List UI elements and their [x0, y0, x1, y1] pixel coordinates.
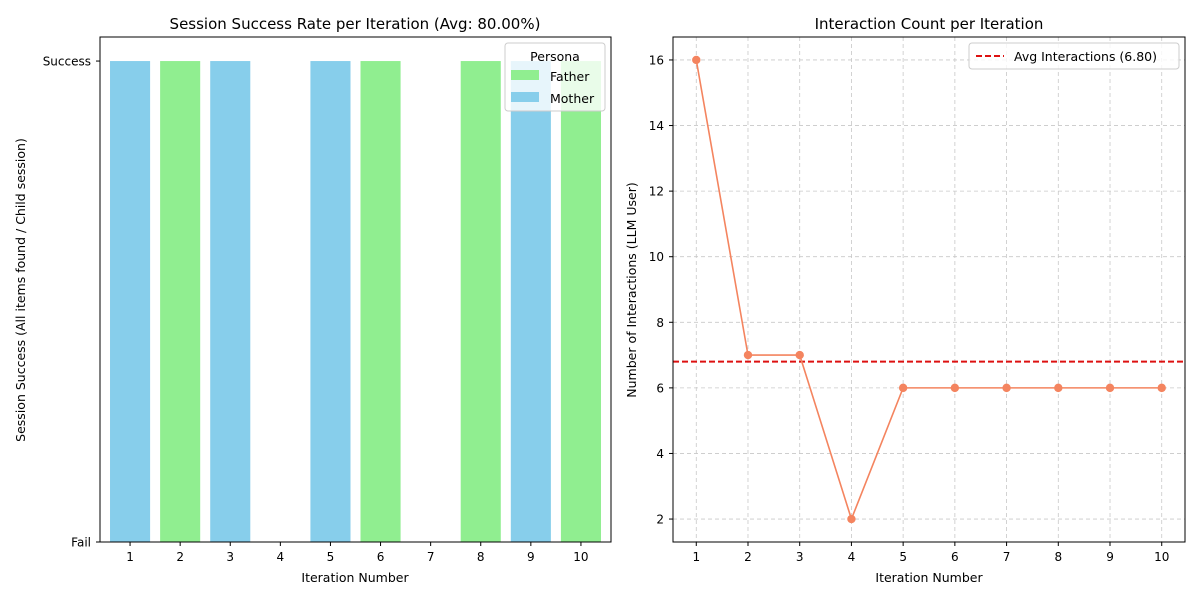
y-tick-label: 12 [649, 185, 664, 199]
x-tick-label: 3 [226, 550, 234, 564]
legend-swatch-father [511, 70, 539, 80]
interaction-y-axis-label: Number of Interactions (LLM User) [624, 182, 639, 397]
data-point-iteration-10 [1157, 383, 1166, 393]
x-tick-label: 8 [477, 550, 485, 564]
data-point-iteration-5 [898, 383, 908, 393]
x-tick-label: 6 [377, 550, 385, 564]
interaction-grid [673, 37, 1185, 542]
data-point-iteration-3 [795, 350, 804, 360]
data-point-iteration-4 [847, 514, 856, 524]
x-tick-label: 7 [1003, 550, 1011, 564]
x-tick-label: 10 [573, 550, 588, 564]
x-tick-label: 3 [796, 550, 804, 564]
bar-iteration-10 [560, 61, 601, 543]
x-tick-label: 8 [1054, 550, 1062, 564]
x-tick-label: 2 [176, 550, 184, 564]
data-point-iteration-8 [1054, 383, 1063, 393]
bar-iteration-3 [210, 61, 251, 543]
legend-label-mother: Mother [550, 91, 595, 106]
persona-legend-title: Persona [530, 49, 580, 64]
y-tick-label-success: Success [43, 55, 91, 69]
x-tick-label: 4 [848, 550, 856, 564]
data-point-iteration-7 [1002, 383, 1011, 393]
x-tick-label: 1 [126, 550, 134, 564]
interaction-legend: Avg Interactions (6.80) [968, 42, 1180, 70]
legend-avg-label: Avg Interactions (6.80) [1014, 49, 1157, 64]
bars-group [110, 61, 601, 543]
x-tick-label: 1 [692, 550, 700, 564]
data-point-iteration-6 [950, 383, 960, 393]
x-tick-label: 9 [1106, 550, 1114, 564]
interaction-chart-title: Interaction Count per Iteration [815, 15, 1044, 33]
bar-iteration-5 [310, 61, 351, 543]
success-y-axis-label: Session Success (All items found / Child… [13, 138, 28, 442]
x-tick-label: 4 [277, 550, 285, 564]
interaction-x-axis-label: Iteration Number [875, 570, 983, 585]
interaction-y-ticks: 2 4 6 8 10 12 14 16 [649, 53, 673, 527]
bar-iteration-9 [510, 61, 551, 543]
y-tick-label: 6 [656, 381, 664, 395]
x-tick-label: 9 [527, 550, 535, 564]
success-chart: Session Success Rate per Iteration (Avg:… [13, 15, 612, 585]
bar-iteration-2 [160, 61, 201, 543]
interaction-plot-frame [672, 36, 1186, 543]
success-y-ticks: Fail Success [43, 55, 100, 550]
data-point-iteration-2 [743, 350, 753, 360]
bar-iteration-6 [360, 61, 401, 543]
interaction-series [673, 55, 1185, 524]
interaction-legend-box [968, 42, 1180, 70]
interactions-line [695, 59, 1162, 522]
y-tick-label: 2 [656, 513, 664, 527]
x-tick-label: 2 [744, 550, 752, 564]
bar-iteration-8 [460, 61, 501, 543]
y-tick-label-fail: Fail [71, 536, 91, 550]
x-tick-label: 5 [327, 550, 335, 564]
data-point-iteration-9 [1105, 383, 1115, 393]
y-tick-label: 10 [649, 250, 664, 264]
legend-label-father: Father [550, 69, 590, 84]
success-x-ticks: 1 2 3 4 5 6 7 8 9 10 [126, 542, 589, 564]
legend-swatch-mother [511, 92, 539, 102]
success-x-axis-label: Iteration Number [301, 570, 409, 585]
y-tick-label: 4 [656, 447, 664, 461]
x-tick-label: 7 [427, 550, 435, 564]
bar-iteration-1 [110, 61, 151, 543]
x-tick-label: 6 [951, 550, 959, 564]
success-plot-frame [99, 36, 612, 543]
data-point-iteration-1 [692, 55, 701, 65]
y-tick-label: 14 [649, 119, 664, 133]
x-tick-label: 10 [1154, 550, 1169, 564]
x-tick-label: 5 [899, 550, 907, 564]
interaction-x-ticks: 1 2 3 4 5 6 7 8 9 10 [692, 542, 1169, 564]
persona-legend: Persona Father Mother [504, 42, 606, 112]
success-chart-title: Session Success Rate per Iteration (Avg:… [170, 15, 541, 33]
y-tick-label: 16 [649, 53, 664, 67]
y-tick-label: 8 [656, 316, 664, 330]
